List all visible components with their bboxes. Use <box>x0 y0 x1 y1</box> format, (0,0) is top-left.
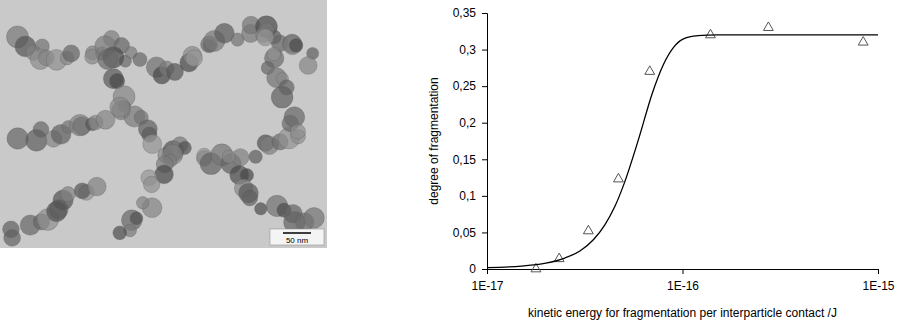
y-axis-line <box>482 14 488 270</box>
micrograph-particle <box>113 226 127 240</box>
micrograph: 50 nm <box>0 0 327 248</box>
micrograph-particle <box>242 190 258 206</box>
x-tick-label: 1E-17 <box>471 279 503 293</box>
y-tick-mark <box>482 123 487 124</box>
data-point <box>858 37 868 46</box>
y-tick: 0,1 <box>459 189 487 203</box>
y-tick-label: 0 <box>469 262 476 276</box>
micrograph-particle <box>7 128 28 149</box>
x-tick-label: 1E-15 <box>862 279 894 293</box>
y-tick-mark <box>482 86 487 87</box>
micrograph-particle <box>304 208 325 229</box>
y-tick-label: 0,05 <box>453 226 477 240</box>
x-tick-label: 1E-16 <box>667 279 699 293</box>
micrograph-particle <box>136 197 149 210</box>
y-axis: 0 0,05 0,1 0,15 0,2 0,25 0,3 0,35 <box>453 6 488 276</box>
scale-bar-label: 50 nm <box>286 236 309 245</box>
y-tick-mark <box>482 232 487 233</box>
micrograph-particle <box>130 212 143 225</box>
micrograph-particle <box>61 187 76 202</box>
x-axis-title: kinetic energy for fragmentation per int… <box>528 306 837 320</box>
micrograph-particle <box>26 130 48 152</box>
y-tick: 0,35 <box>453 6 487 20</box>
scale-bar-box <box>270 229 324 245</box>
micrograph-particle <box>267 47 281 61</box>
y-tick-label: 0,3 <box>459 43 476 57</box>
y-tick-label: 0,25 <box>453 79 477 93</box>
x-axis: 1E-17 1E-16 1E-15 <box>471 269 894 293</box>
data-point <box>613 173 623 182</box>
micrograph-particle <box>143 176 159 192</box>
micrograph-particles <box>3 16 325 247</box>
micrograph-particle <box>255 203 267 215</box>
y-tick-mark <box>482 159 487 160</box>
y-tick-label: 0,15 <box>453 153 477 167</box>
y-tick: 0 <box>469 262 487 276</box>
micrograph-particle <box>299 57 317 75</box>
micrograph-particle <box>186 50 203 67</box>
x-tick-mark <box>878 269 879 274</box>
scale-bar: 50 nm <box>270 229 324 245</box>
x-tick-mark <box>683 269 684 274</box>
y-tick-label: 0,35 <box>453 6 477 20</box>
y-tick-mark <box>482 196 487 197</box>
y-tick: 0,3 <box>459 43 487 57</box>
micrograph-particle <box>290 124 305 139</box>
y-tick-mark <box>482 269 487 270</box>
micrograph-particle <box>98 49 118 69</box>
micrograph-background <box>0 0 327 248</box>
micrograph-particle <box>110 97 130 117</box>
y-tick: 0,2 <box>459 116 487 130</box>
x-tick: 1E-16 <box>667 269 699 293</box>
micrograph-particle <box>87 177 106 196</box>
chart: 1E-17 1E-16 1E-15 0 0,05 0,1 0,15 0,2 0,25 0,3 0,3… <box>427 6 895 320</box>
y-tick-mark <box>482 13 487 14</box>
data-point <box>763 22 773 31</box>
x-axis-line <box>488 270 879 275</box>
y-tick: 0,05 <box>453 226 487 240</box>
micrograph-particle <box>63 45 80 62</box>
x-tick: 1E-15 <box>862 269 894 293</box>
micrograph-particle <box>289 39 303 53</box>
micrograph-particle <box>283 35 302 54</box>
micrograph-particle <box>3 221 20 238</box>
y-tick-mark <box>482 50 487 51</box>
data-point <box>583 225 593 234</box>
y-axis-title: degree of fragmentation <box>427 77 441 204</box>
fit-curve <box>487 35 878 268</box>
figure: 50 nm1E-171E-161E-1500,050,10,150,20,250… <box>0 0 904 325</box>
micrograph-particle <box>271 86 293 108</box>
micrograph-particle <box>249 150 262 163</box>
plot-area <box>487 22 878 272</box>
micrograph-particle <box>133 52 147 66</box>
x-tick: 1E-17 <box>471 269 503 293</box>
scale-bar-line <box>283 232 311 234</box>
micrograph-particle <box>257 29 274 46</box>
data-point <box>645 66 655 75</box>
y-tick: 0,25 <box>453 79 487 93</box>
micrograph-particle <box>222 150 235 163</box>
y-tick-label: 0,1 <box>459 189 476 203</box>
y-tick: 0,15 <box>453 153 487 167</box>
data-point <box>706 29 716 38</box>
y-tick-label: 0,2 <box>459 116 476 130</box>
